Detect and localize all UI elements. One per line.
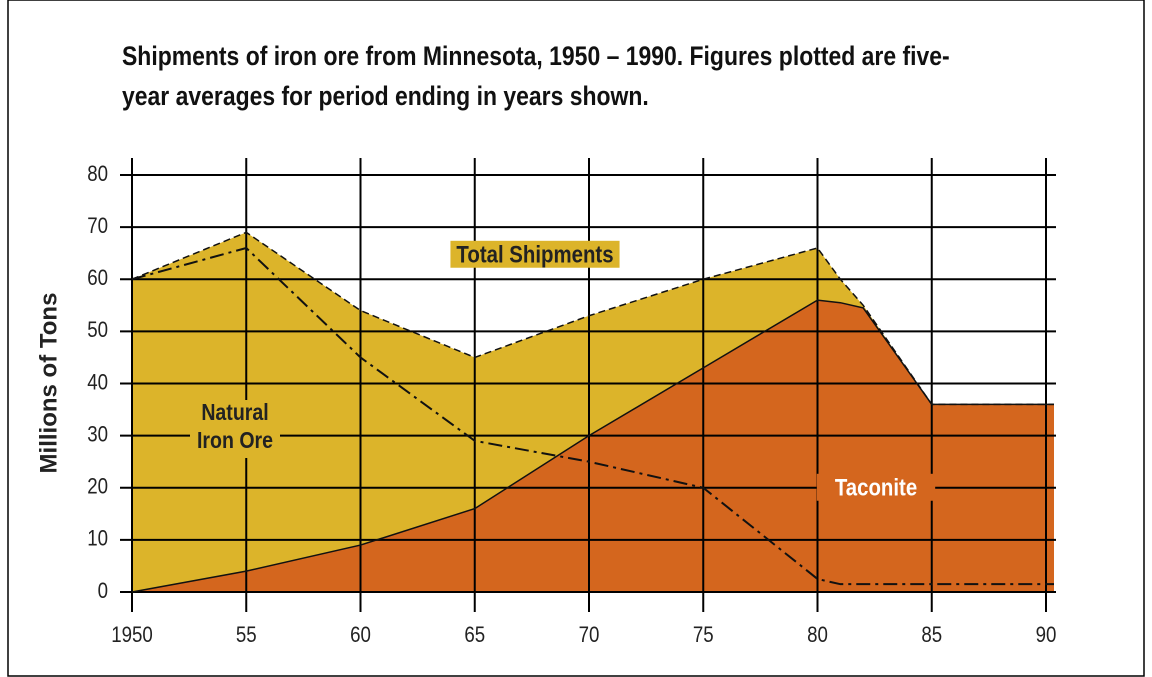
x-tick-label: 55 (236, 623, 257, 647)
x-tick-label: 65 (464, 623, 485, 647)
y-axis-label: Millions of Tons (35, 293, 62, 474)
label-background (190, 400, 280, 458)
x-tick-label: 70 (579, 623, 600, 647)
y-tick-label: 70 (87, 215, 108, 239)
y-tick-label: 40 (87, 371, 108, 395)
plot: 0 10 20 30 40 50 60 70 80 1950 55 60 65 70 75 80 85 90 Tot… (87, 158, 1056, 647)
line (131, 299, 1054, 593)
y-tick-label: 80 (87, 162, 108, 186)
y-tick-label: 60 (87, 267, 108, 291)
y-tick-label: 30 (87, 423, 108, 447)
x-tick-label: 85 (921, 623, 942, 647)
frame (7, 0, 1145, 677)
x-tick-label: 80 (807, 623, 828, 647)
area (132, 300, 1054, 592)
y-tick-label: 10 (87, 527, 108, 551)
y-tick-label: 0 (98, 579, 108, 603)
x-tick-label: 1950 (111, 623, 153, 647)
line (131, 246, 1054, 586)
series-label: Total Shipments (456, 241, 613, 268)
chart-title: Shipments of iron ore from Minnesota, 19… (122, 41, 950, 111)
label-background (816, 473, 936, 501)
x-tick-label: 75 (693, 623, 714, 647)
series-label: Taconite (835, 474, 917, 501)
x-tick-label: 90 (1036, 623, 1057, 647)
label-background (450, 240, 620, 268)
x-tick-label: 60 (350, 623, 371, 647)
y-tick-label: 20 (87, 475, 108, 499)
series-label: Natural Iron Ore (196, 399, 274, 453)
y-tick-label: 50 (87, 319, 108, 343)
